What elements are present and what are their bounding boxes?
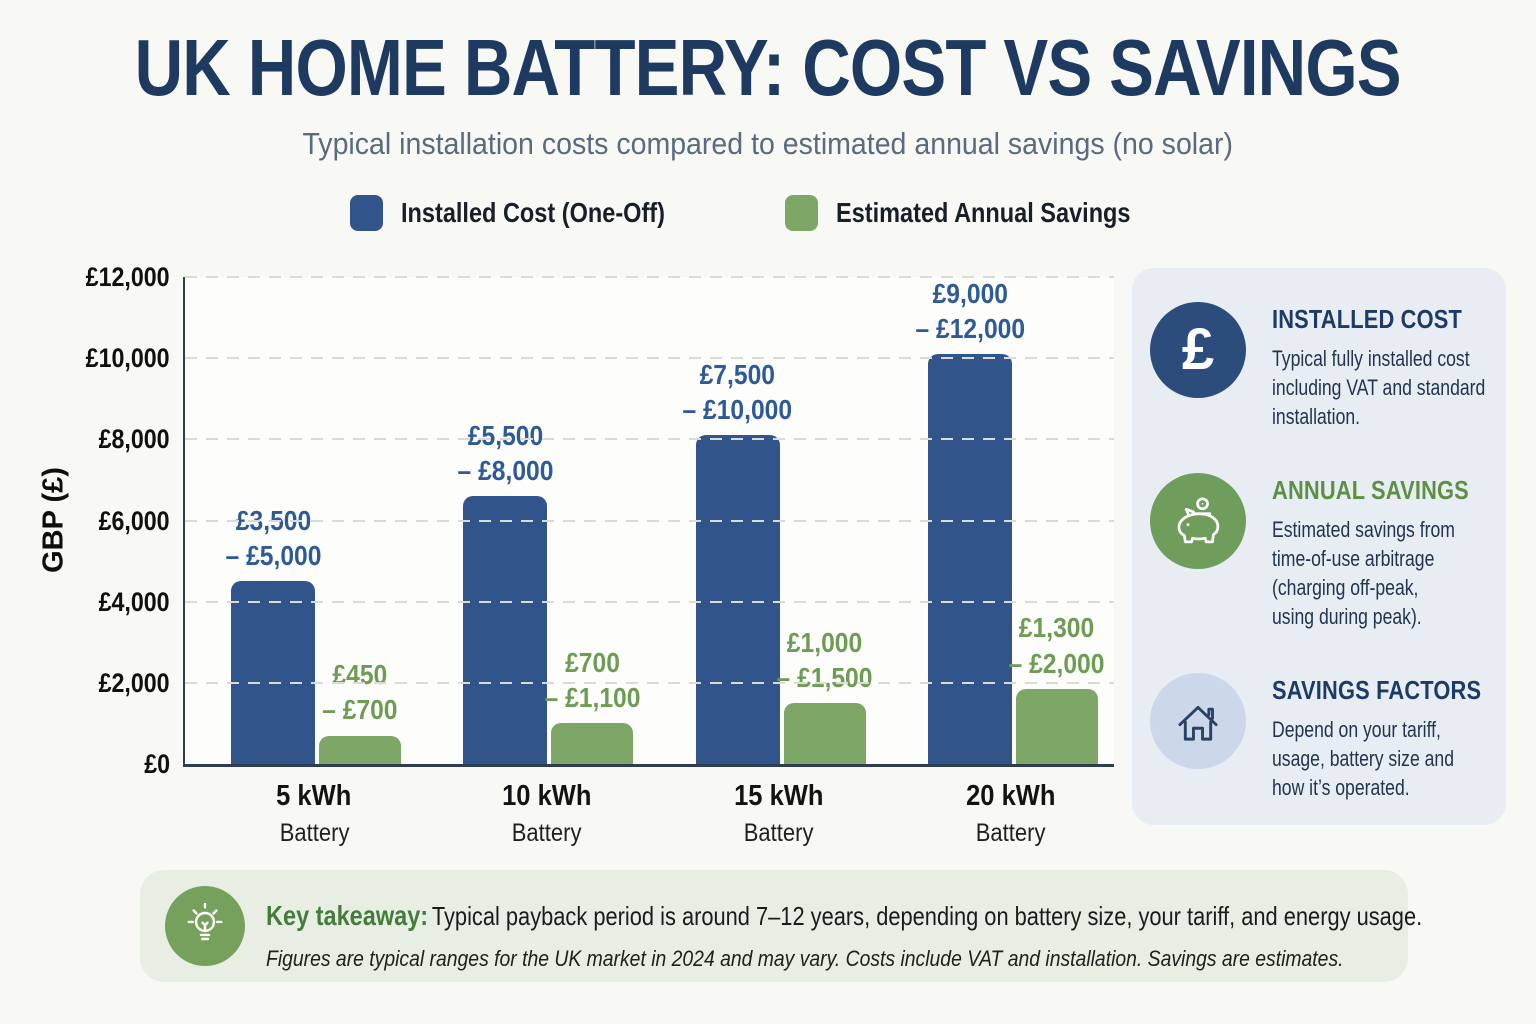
savings-range-label: £450 – £700	[322, 659, 398, 726]
legend-item-installed-cost: Installed Cost (One-Off)	[349, 195, 715, 231]
gridline	[185, 519, 1114, 522]
takeaway-label: Key takeaway:	[266, 900, 429, 931]
takeaway-text: Typical payback period is around 7–12 ye…	[431, 901, 1423, 931]
info-title-annual-savings: ANNUAL SAVINGS	[1272, 475, 1469, 506]
cost-range-label: £5,500 – £8,000	[457, 419, 554, 486]
cost-bar: £5,500 – £8,000	[457, 420, 553, 764]
savings-range-label: £1,000 – £1,500	[776, 626, 873, 693]
bar-group-20-kwh: £9,000 – £12,000 £1,300 – £2,000	[897, 277, 1129, 764]
plot-area: £3,500 – £5,000 £450 – £700 £5,500 – £8,00…	[183, 276, 1114, 767]
gridline	[185, 276, 1114, 278]
savings-range-label: £700 – £1,100	[544, 646, 641, 714]
savings-bar: £1,300 – £2,000	[1009, 612, 1105, 764]
y-tick-label: £2,000	[98, 667, 170, 698]
info-item-savings-factors: SAVINGS FACTORS Depend on your tariff, u…	[1150, 673, 1488, 802]
legend-item-annual-savings: Estimated Annual Savings	[784, 195, 1187, 231]
takeaway-footnote: Figures are typical ranges for the UK ma…	[266, 946, 1344, 971]
chart-legend: Installed Cost (One-Off) Estimated Annua…	[0, 195, 1536, 231]
gridline	[185, 600, 1114, 603]
page-title: UK HOME BATTERY: COST VS SAVINGS	[134, 23, 1402, 112]
info-title-savings-factors: SAVINGS FACTORS	[1272, 675, 1482, 706]
x-axis-labels: 5 kWh Battery 10 kWh Battery 15 kWh Battery 20…	[198, 780, 1127, 848]
house-icon	[1150, 673, 1246, 770]
key-takeaway-card: Key takeaway: Typical payback period is …	[140, 870, 1422, 982]
savings-bar: £1,000 – £1,500	[777, 627, 873, 764]
legend-label-cost: Installed Cost (One-Off)	[400, 197, 665, 228]
header: UK HOME BATTERY: COST VS SAVINGS	[0, 28, 1536, 108]
y-tick-label: £0	[144, 749, 170, 779]
cost-range-label: £3,500 – £5,000	[225, 504, 322, 572]
info-text-installed-cost: Typical fully installed cost including V…	[1272, 346, 1486, 430]
savings-range-label: £1,300 – £2,000	[1008, 612, 1105, 679]
savings-bar: £700 – £1,100	[544, 647, 640, 764]
info-item-annual-savings: ANNUAL SAVINGS Estimated savings from ti…	[1150, 473, 1488, 631]
y-tick-label: £12,000	[86, 262, 170, 292]
y-tick-label: £4,000	[98, 586, 170, 617]
x-tick-label: 15 kWh Battery	[733, 780, 824, 847]
piggy-bank-icon	[1150, 473, 1246, 570]
takeaway-line: Key takeaway: Typical payback period is …	[266, 900, 1422, 932]
cost-bar: £9,000 – £12,000	[915, 278, 1025, 764]
y-tick-label: £8,000	[98, 424, 170, 455]
pound-sterling-icon: £	[1150, 302, 1246, 398]
cost-swatch-icon	[349, 195, 383, 231]
info-title-installed-cost: INSTALLED COST	[1272, 304, 1463, 334]
cost-range-label: £9,000 – £12,000	[915, 277, 1025, 344]
gridline	[185, 681, 1114, 684]
savings-swatch-icon	[784, 195, 818, 231]
info-panel: £ INSTALLED COST Typical fully installed…	[1132, 268, 1506, 825]
legend-label-savings: Estimated Annual Savings	[835, 197, 1131, 228]
savings-bar: £450 – £700	[319, 659, 402, 764]
info-text-savings-factors: Depend on your tariff, usage, battery si…	[1272, 717, 1454, 801]
cost-bar: £7,500 – £10,000	[683, 359, 792, 764]
page-subtitle: Typical installation costs compared to e…	[302, 126, 1234, 161]
x-tick-label: 10 kWh Battery	[501, 780, 592, 847]
bar-group-15-kwh: £7,500 – £10,000 £1,000 – £1,500	[665, 277, 897, 764]
info-item-installed-cost: £ INSTALLED COST Typical fully installed…	[1150, 302, 1488, 431]
info-text-annual-savings: Estimated savings from time-of-use arbit…	[1272, 517, 1455, 630]
x-tick-label: 5 kWh Battery	[276, 780, 352, 847]
lightbulb-icon	[165, 886, 245, 966]
gridline	[185, 438, 1114, 441]
x-tick-label: 20 kWh Battery	[966, 780, 1056, 847]
subheader: Typical installation costs compared to e…	[0, 126, 1536, 162]
gridline	[185, 357, 1114, 360]
y-tick-label: £10,000	[86, 343, 170, 374]
cost-range-label: £7,500 – £10,000	[682, 358, 793, 426]
bars-row: £3,500 – £5,000 £450 – £700 £5,500 – £8,00…	[200, 277, 1129, 764]
y-tick-label: £6,000	[98, 505, 170, 536]
bar-group-10-kwh: £5,500 – £8,000 £700 – £1,100	[432, 277, 664, 764]
